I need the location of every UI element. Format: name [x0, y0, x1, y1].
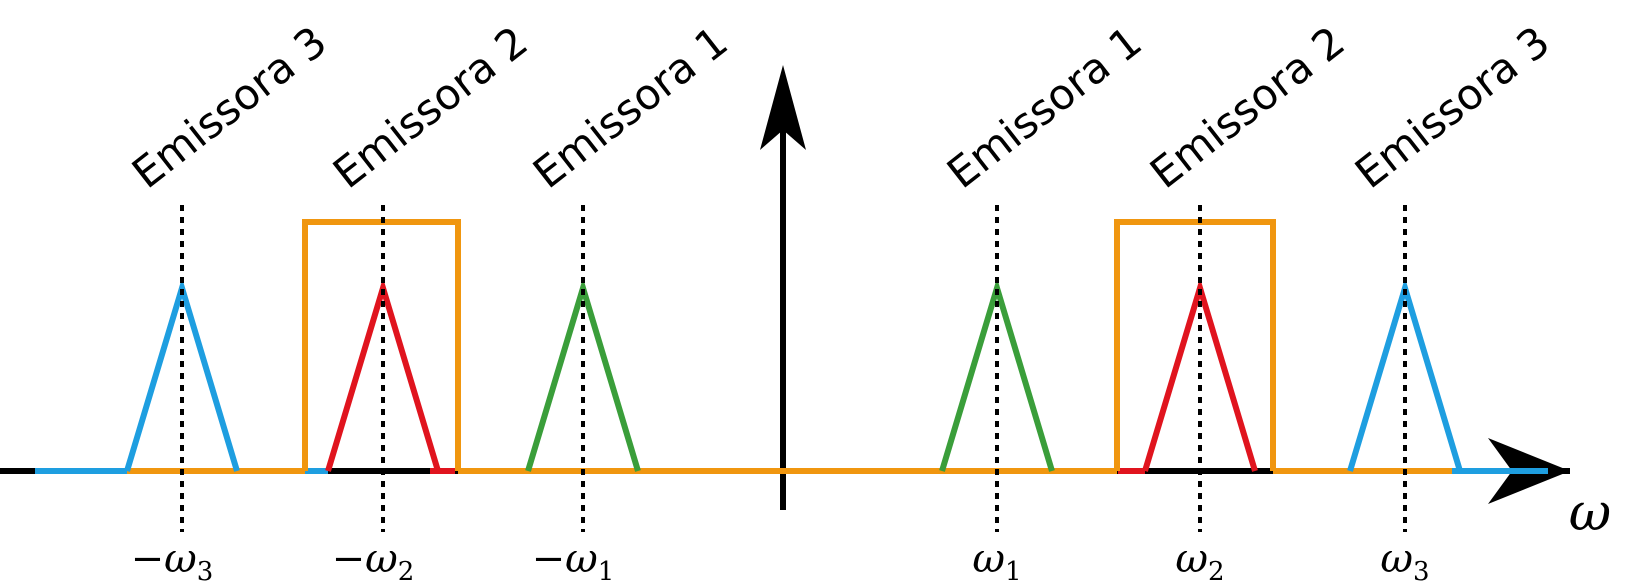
spectrum-triangle: [1142, 277, 1258, 472]
frequency-ticks: −ω3 −ω2 −ω1 ω1 ω2 ω3: [131, 536, 1430, 584]
frequency-axis-label: ω: [1569, 483, 1611, 543]
signal-label: Emissora 3: [123, 17, 336, 198]
signal-label: Emissora 2: [324, 17, 537, 198]
spectrum-triangle: [939, 277, 1055, 472]
vertical-axis-arrowhead: [760, 65, 806, 150]
signal-label: Emissora 3: [1346, 17, 1559, 198]
filter-windows: [302, 219, 1276, 471]
frequency-tick-label: ω1: [972, 536, 1021, 584]
filter-window: [1114, 219, 1276, 471]
frequency-tick-label: −ω2: [332, 536, 415, 584]
signal-label: Emissora 2: [1141, 17, 1354, 198]
spectra: [124, 277, 1463, 472]
frequency-tick-label: −ω3: [131, 536, 214, 584]
spectrum-triangle: [325, 277, 441, 472]
spectrum-triangle: [525, 277, 641, 472]
spectrum-triangle: [124, 277, 240, 472]
spectrum-triangle: [1347, 277, 1463, 472]
frequency-tick-label: −ω1: [532, 536, 615, 584]
signal-label: Emissora 1: [524, 17, 737, 198]
signal-label: Emissora 1: [938, 17, 1151, 198]
frequency-tick-label: ω2: [1175, 536, 1224, 584]
frequency-tick-label: ω3: [1380, 536, 1429, 584]
